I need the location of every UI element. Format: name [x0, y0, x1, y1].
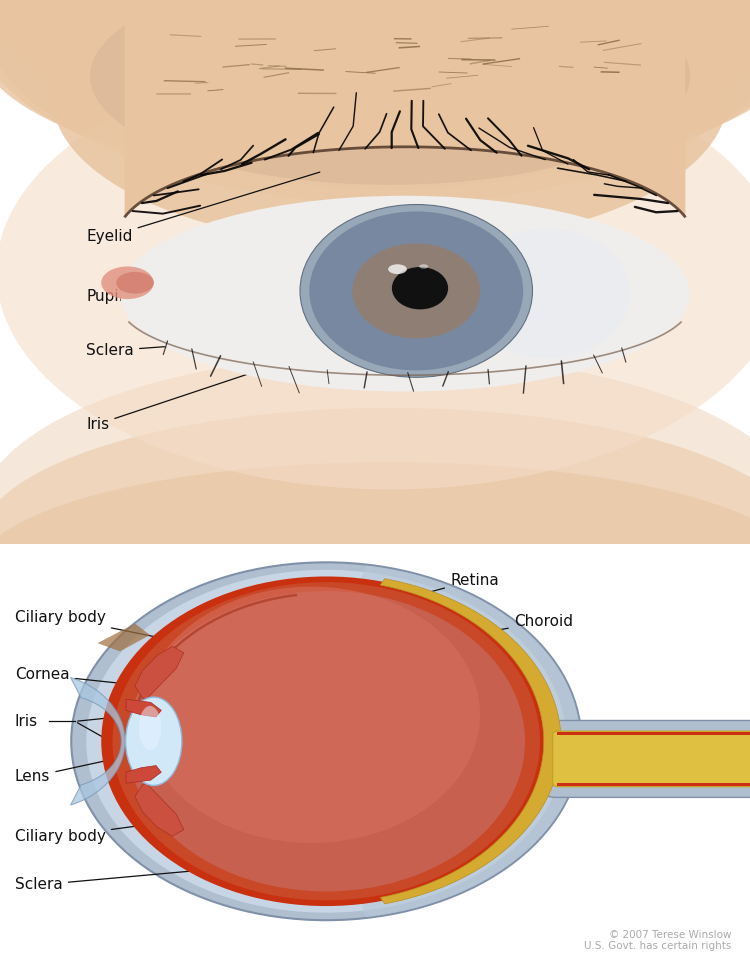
Text: Pupil: Pupil — [86, 272, 421, 304]
Ellipse shape — [352, 244, 480, 339]
Ellipse shape — [90, 0, 690, 184]
Polygon shape — [135, 784, 184, 836]
Ellipse shape — [53, 0, 727, 248]
Ellipse shape — [86, 570, 566, 913]
Ellipse shape — [388, 264, 406, 274]
Text: Optic nerve: Optic nerve — [566, 736, 656, 765]
Polygon shape — [126, 765, 161, 784]
FancyBboxPatch shape — [546, 720, 750, 797]
Ellipse shape — [0, 54, 750, 489]
Text: Vitreous humor: Vitreous humor — [282, 697, 438, 715]
Polygon shape — [135, 647, 184, 699]
Ellipse shape — [0, 408, 750, 680]
Polygon shape — [98, 623, 150, 652]
Text: Lens: Lens — [15, 749, 162, 785]
Polygon shape — [361, 565, 580, 918]
Text: Retina: Retina — [412, 573, 499, 597]
Polygon shape — [126, 699, 161, 717]
Text: Choroid: Choroid — [472, 615, 573, 635]
Ellipse shape — [139, 706, 161, 750]
FancyBboxPatch shape — [557, 783, 750, 787]
FancyBboxPatch shape — [553, 731, 750, 787]
Text: Iris: Iris — [86, 333, 372, 432]
Ellipse shape — [0, 0, 750, 190]
Ellipse shape — [112, 583, 540, 900]
Ellipse shape — [465, 228, 630, 359]
Ellipse shape — [0, 0, 750, 180]
Text: Ciliary body: Ciliary body — [15, 610, 177, 641]
Text: Cornea: Cornea — [15, 667, 143, 686]
Text: Eyelid: Eyelid — [86, 172, 320, 244]
Ellipse shape — [300, 205, 532, 378]
Text: © 2007 Terese Winslow
U.S. Govt. has certain rights: © 2007 Terese Winslow U.S. Govt. has cer… — [584, 929, 731, 952]
Polygon shape — [125, 0, 685, 217]
Ellipse shape — [392, 267, 448, 310]
FancyBboxPatch shape — [0, 0, 750, 544]
Text: Sclera: Sclera — [15, 870, 207, 892]
Ellipse shape — [128, 591, 525, 891]
Ellipse shape — [116, 272, 154, 293]
Ellipse shape — [101, 577, 551, 906]
Ellipse shape — [419, 264, 428, 269]
Ellipse shape — [0, 0, 750, 204]
Ellipse shape — [120, 196, 690, 391]
Text: Sclera: Sclera — [86, 335, 327, 358]
Ellipse shape — [125, 697, 182, 786]
Ellipse shape — [0, 462, 750, 680]
Ellipse shape — [309, 212, 524, 370]
Ellipse shape — [142, 586, 480, 843]
Ellipse shape — [101, 266, 154, 299]
Text: Iris: Iris — [15, 714, 38, 729]
Polygon shape — [380, 579, 561, 904]
Text: Ciliary body: Ciliary body — [15, 821, 173, 844]
Polygon shape — [70, 678, 125, 805]
Ellipse shape — [0, 0, 750, 190]
Ellipse shape — [0, 353, 750, 680]
FancyBboxPatch shape — [557, 731, 750, 735]
Ellipse shape — [71, 562, 581, 921]
